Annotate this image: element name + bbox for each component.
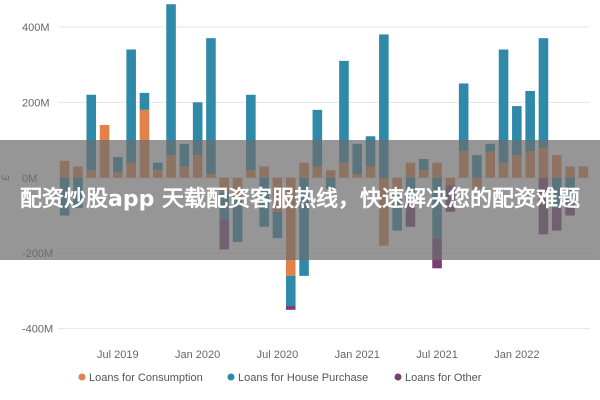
legend-marker	[78, 373, 86, 381]
bar-house	[458, 83, 469, 152]
legend-label: Loans for House Purchase	[238, 372, 368, 384]
bar-house	[379, 34, 389, 178]
x-tick-label: Jul 2021	[416, 349, 458, 361]
bar-house	[192, 102, 203, 156]
bar-house	[339, 60, 349, 163]
bar-house	[538, 38, 549, 148]
legend-marker	[227, 373, 235, 381]
x-tick-label: Jul 2019	[97, 349, 139, 361]
x-tick-label: Jan 2020	[175, 349, 220, 361]
x-tick-label: Jul 2020	[257, 349, 299, 361]
bar-house	[498, 49, 509, 163]
promo-overlay-banner: 配资炒股app 天载配资客服热线，快速解决您的配资难题	[0, 140, 600, 260]
legend-label: Loans for Other	[405, 372, 482, 384]
x-tick-label: Jan 2022	[494, 349, 539, 361]
bar-house	[285, 275, 296, 307]
y-tick-label: 400M	[22, 22, 50, 34]
y-tick-label: 200M	[22, 97, 50, 109]
bar-house	[206, 38, 216, 175]
bar-house	[139, 92, 150, 110]
bar-house	[166, 4, 176, 156]
y-tick-label: -400M	[22, 324, 53, 336]
legend-marker	[394, 373, 402, 381]
x-tick-label: Jan 2021	[335, 349, 380, 361]
bar-house	[86, 94, 97, 171]
bar-house	[312, 109, 323, 167]
bar-house	[126, 49, 136, 163]
overlay-headline: 配资炒股app 天载配资客服热线，快速解决您的配资难题	[20, 187, 581, 212]
x-axis: Jul 2019 Jan 2020 Jul 2020 Jan 2021 Jul 2021…	[97, 349, 539, 361]
bar-house	[512, 106, 522, 156]
bar-house	[525, 91, 535, 152]
bar-house	[246, 94, 256, 171]
legend: Loans for Consumption Loans for House Pur…	[78, 372, 482, 384]
bar-other	[285, 306, 296, 310]
legend-label: Loans for Consumption	[89, 372, 203, 384]
